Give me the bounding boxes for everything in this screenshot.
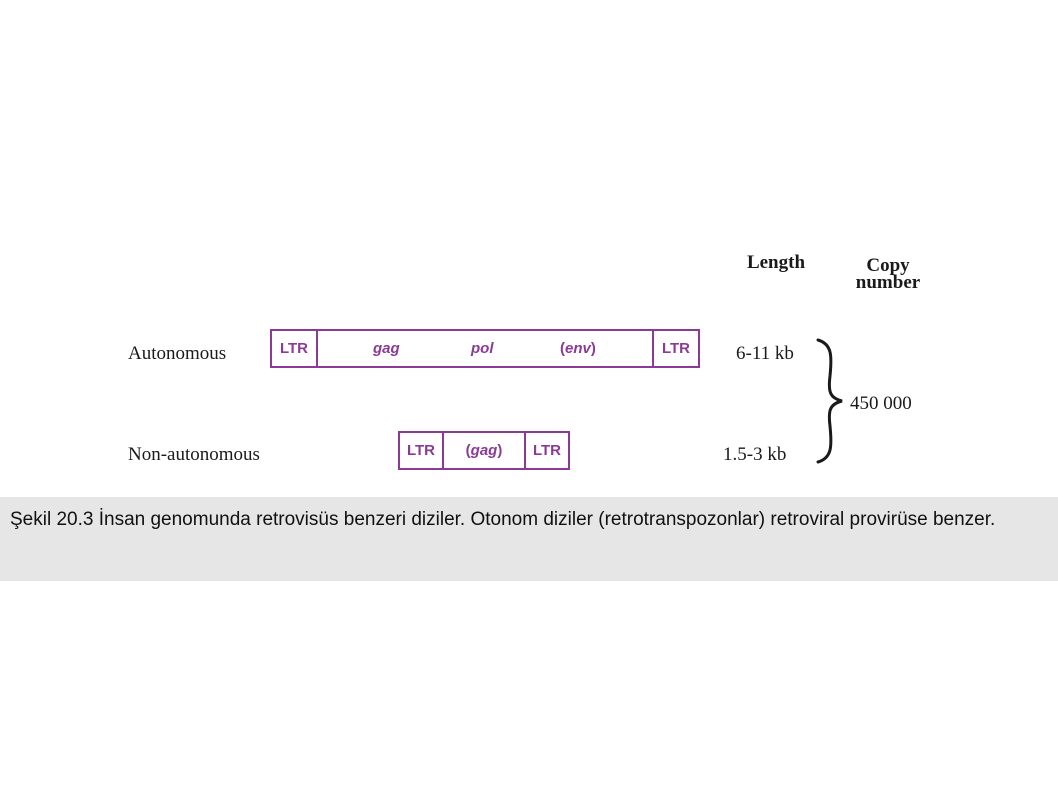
ltr-right-label: LTR [661, 340, 691, 357]
figure-caption: Şekil 20.3 İnsan genomunda retrovisüs be… [10, 509, 996, 530]
ltr-right-label-2: LTR [532, 442, 562, 459]
gene-pol: pol [471, 340, 494, 357]
caption-band: Şekil 20.3 İnsan genomunda retrovisüs be… [0, 497, 1058, 581]
copy-number-header-line2: number [855, 272, 921, 293]
ltr-left-box: LTR [272, 331, 318, 366]
row-label-autonomous: Autonomous [128, 343, 227, 364]
copy-number-header: Copy number [838, 255, 938, 293]
gene-gag: gag [373, 340, 400, 357]
ltr-right-box: LTR [652, 331, 698, 366]
curly-brace-icon [816, 338, 843, 464]
coding-region-2: (gag) [444, 433, 524, 468]
row-label-non-autonomous: Non-autonomous [128, 444, 260, 465]
copy-number-value: 450 000 [850, 393, 912, 414]
ltr-left-box-2: LTR [400, 433, 444, 468]
gene-env: (env) [560, 340, 596, 357]
length-autonomous: 6-11 kb [736, 343, 794, 364]
ltr-left-label-2: LTR [406, 442, 436, 459]
ltr-right-box-2: LTR [524, 433, 568, 468]
copy-number-header-line1: Copy [866, 255, 910, 276]
length-non-autonomous: 1.5-3 kb [723, 444, 787, 465]
autonomous-element: LTR gag pol (env) LTR [270, 329, 700, 368]
ltr-left-label: LTR [279, 340, 309, 357]
gene-gag-2: (gag) [465, 442, 503, 459]
length-header: Length [746, 252, 806, 273]
coding-region: gag pol (env) [318, 331, 652, 366]
non-autonomous-element: LTR (gag) LTR [398, 431, 570, 470]
